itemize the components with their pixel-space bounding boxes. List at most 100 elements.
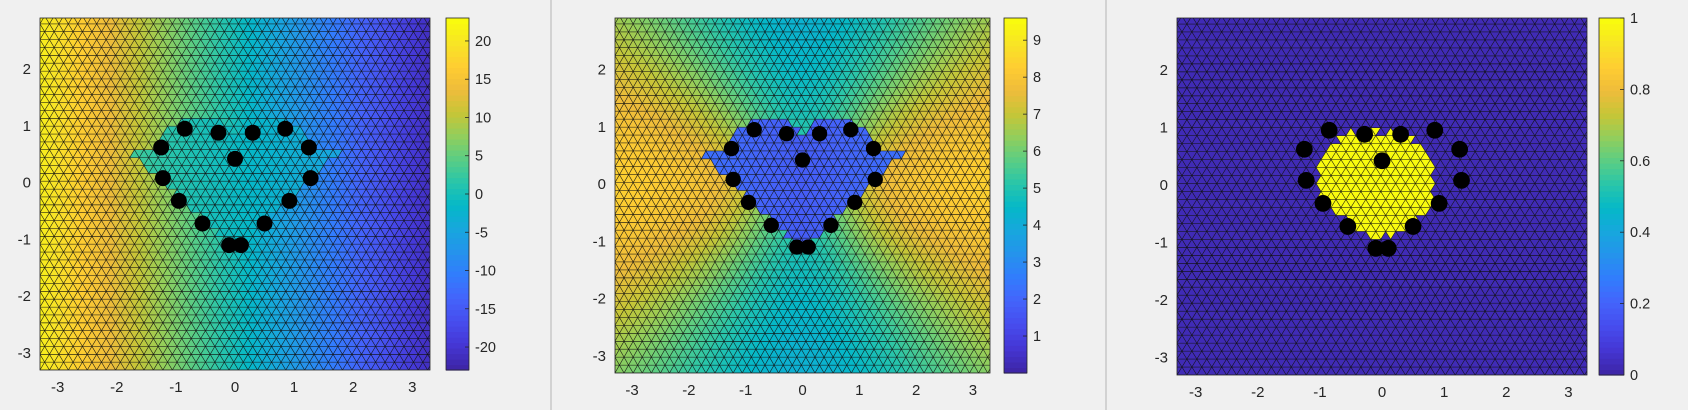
electrode-marker <box>232 237 249 254</box>
colorbar-segment <box>446 210 469 217</box>
mesh-triangle <box>253 0 263 8</box>
mesh-triangle <box>437 173 446 181</box>
mesh-triangle <box>437 142 446 150</box>
mesh-triangle <box>258 8 267 16</box>
mesh-triangle <box>427 145 430 150</box>
mesh-triangle <box>182 0 192 8</box>
mesh-triangle <box>158 8 167 16</box>
electrode-marker <box>170 192 187 209</box>
colorbar-segment <box>446 29 469 36</box>
mesh-triangle <box>272 0 282 8</box>
mesh-triangle <box>427 306 430 312</box>
mesh-triangle <box>437 126 446 134</box>
mesh-triangle <box>427 39 430 45</box>
mesh-triangle <box>305 0 315 8</box>
mesh-triangle <box>432 40 441 48</box>
mesh-triangle <box>422 243 430 253</box>
mesh-triangle <box>201 8 211 16</box>
mesh-triangle <box>615 340 616 342</box>
x-tick-label: 3 <box>408 379 416 396</box>
mesh-triangle <box>432 221 441 229</box>
mesh-triangle <box>437 213 446 221</box>
mesh-triangle <box>437 276 446 284</box>
mesh-triangle <box>422 23 430 32</box>
mesh-triangle <box>432 213 441 221</box>
mesh-triangle <box>73 0 82 8</box>
mesh-triangle <box>422 164 430 174</box>
mesh-triangle <box>432 307 441 315</box>
mesh-triangle <box>432 55 441 63</box>
mesh-triangle <box>615 356 616 358</box>
y-tick-label: 2 <box>23 61 31 78</box>
mesh-triangle <box>987 368 990 373</box>
mesh-triangle <box>366 0 375 8</box>
mesh-triangle <box>437 95 446 103</box>
mesh-triangle <box>432 24 441 32</box>
mesh-triangle <box>187 8 197 16</box>
mesh-triangle <box>40 164 41 166</box>
mesh-triangle <box>191 0 200 8</box>
colorbar-segment <box>446 18 469 25</box>
mesh-triangle <box>422 39 430 48</box>
mesh-triangle <box>163 0 173 8</box>
mesh-triangle <box>432 0 441 8</box>
mesh-triangle <box>422 149 430 158</box>
mesh-triangle <box>427 275 430 281</box>
colorbar-segment <box>446 348 469 355</box>
colorbar-segment <box>446 205 469 212</box>
mesh-triangle <box>73 8 82 16</box>
mesh-triangle <box>319 0 329 8</box>
mesh-triangle <box>102 0 111 8</box>
mesh-triangle <box>35 8 44 16</box>
mesh-triangle <box>427 180 430 186</box>
mesh-triangle <box>78 0 88 8</box>
mesh-triangle <box>437 118 446 126</box>
mesh-triangle <box>357 0 367 8</box>
mesh-triangle <box>432 276 441 284</box>
colorbar-segment <box>446 155 469 162</box>
mesh-triangle <box>220 0 230 8</box>
mesh-triangle <box>432 134 441 142</box>
y-tick-label: -3 <box>18 345 31 362</box>
mesh-triangle <box>295 0 304 8</box>
colorbar-segment <box>446 128 469 135</box>
mesh-triangle <box>427 133 430 139</box>
mesh-triangle <box>432 103 441 111</box>
mesh-triangle <box>437 362 446 370</box>
mesh-triangle <box>234 8 244 16</box>
mesh-triangle <box>380 0 389 8</box>
mesh-triangle <box>305 8 315 16</box>
mesh-triangle <box>432 126 441 134</box>
mesh-triangle <box>432 48 441 56</box>
mesh-triangle <box>992 357 1001 365</box>
mesh-triangle <box>437 260 446 268</box>
mesh-triangle <box>427 192 430 198</box>
mesh-triangle <box>451 8 460 16</box>
colorbar-segment <box>446 337 469 344</box>
colorbar-tick-label: 20 <box>475 34 491 50</box>
colorbar-segment <box>446 40 469 47</box>
mesh-triangle <box>427 271 430 276</box>
mesh-triangle <box>120 8 129 16</box>
mesh-triangle <box>291 8 301 16</box>
mesh-triangle <box>427 113 430 119</box>
mesh-triangle <box>409 8 419 16</box>
mesh-triangle <box>40 0 50 8</box>
mesh-triangle <box>427 66 430 72</box>
colorbar-segment <box>446 326 469 333</box>
mesh-triangle <box>243 8 252 16</box>
mesh-triangle <box>40 39 41 40</box>
colorbar-segment <box>446 353 469 360</box>
mesh-triangle <box>427 334 430 339</box>
electrode-marker <box>300 139 317 156</box>
mesh-triangle <box>442 0 452 8</box>
mesh-triangle <box>201 0 211 8</box>
mesh-triangle <box>40 133 41 135</box>
mesh-triangle <box>437 134 446 142</box>
mesh-triangle <box>437 228 446 236</box>
mesh-triangle <box>210 0 219 8</box>
mesh-triangle <box>432 315 441 323</box>
mesh-triangle <box>437 197 446 205</box>
mesh-triangle <box>343 0 353 8</box>
